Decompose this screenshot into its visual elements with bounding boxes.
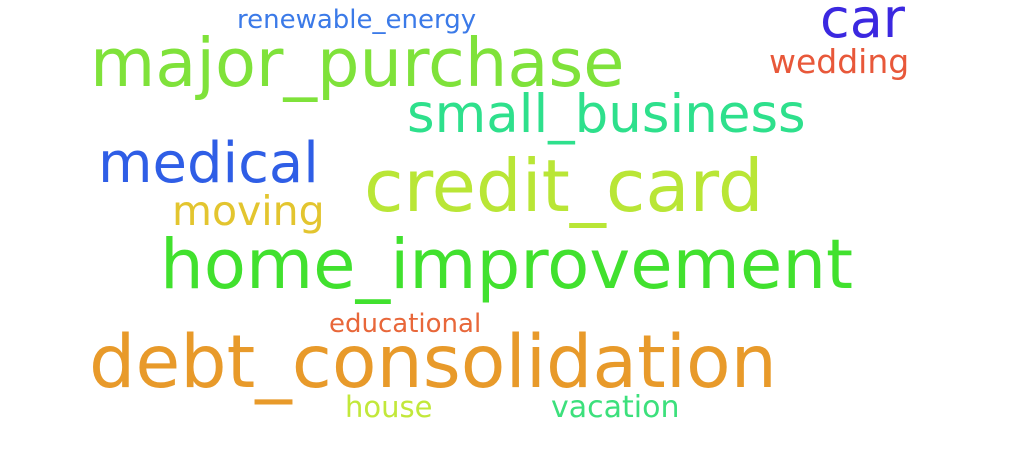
word-wedding: wedding [769, 42, 910, 81]
word-debt-consolidation: debt_consolidation [89, 320, 777, 405]
word-credit-card: credit_card [364, 144, 764, 228]
word-medical: medical [98, 131, 319, 196]
word-moving: moving [172, 187, 325, 235]
word-vacation: vacation [551, 390, 680, 425]
word-small-business: small_business [407, 84, 806, 145]
word-renewable-energy: renewable_energy [237, 5, 477, 35]
word-home-improvement: home_improvement [160, 225, 854, 305]
word-house: house [345, 390, 433, 424]
word-educational: educational [329, 309, 482, 339]
word-car: car [820, 0, 905, 50]
word-major-purchase: major_purchase [90, 24, 625, 102]
